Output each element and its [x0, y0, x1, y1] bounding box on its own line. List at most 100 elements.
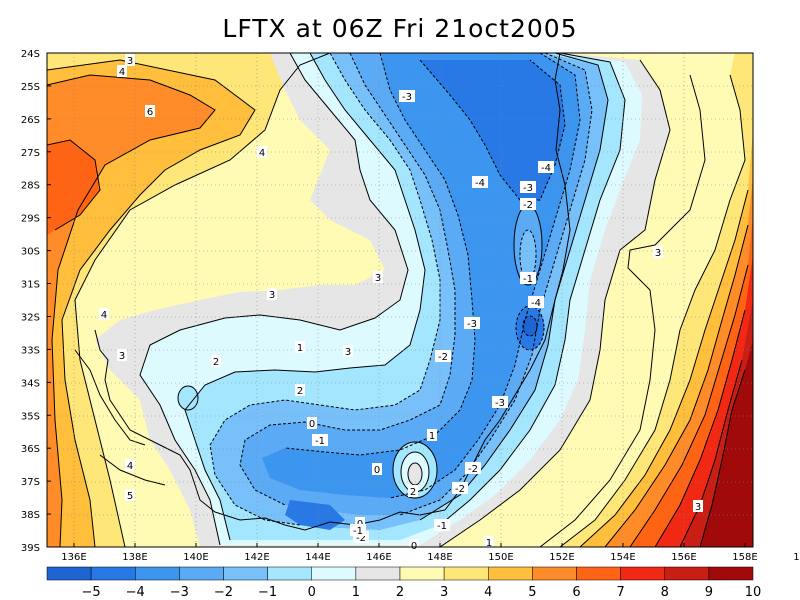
contour-label-box	[117, 349, 127, 361]
contour-label: -1	[437, 521, 447, 532]
contour-label: 2	[297, 386, 303, 397]
colorbar-swatch	[179, 566, 224, 581]
contour-label-box	[350, 524, 366, 536]
colorbar-label: 6	[572, 585, 580, 600]
contour-label: 3	[655, 248, 661, 259]
contour-label-box	[409, 539, 419, 551]
contour-label: -2	[523, 200, 533, 211]
contour-label-box	[452, 482, 468, 494]
contour-label: 0	[374, 465, 380, 476]
contour-label: 5	[127, 491, 133, 502]
contour-label-box	[408, 485, 418, 497]
contour-label-box	[211, 355, 221, 367]
lat-label: 34S	[21, 378, 40, 389]
lat-label: 35S	[21, 411, 40, 422]
contour-label: 4	[119, 67, 125, 78]
lon-label: 158E	[732, 552, 757, 563]
colorbar-swatch	[488, 566, 533, 581]
contour-label: 3	[695, 502, 701, 513]
contour-label-box	[125, 489, 135, 501]
lon-label: 142E	[244, 552, 269, 563]
contour-label-box	[372, 463, 382, 475]
contour-label: -4	[541, 163, 551, 174]
contour-label-box	[492, 396, 508, 408]
lon-label: 140E	[183, 552, 208, 563]
lat-label: 28S	[21, 181, 40, 192]
contour-label-box	[693, 500, 703, 512]
field-m4tom3	[420, 60, 565, 200]
colorbar-label: 9	[705, 585, 713, 600]
contour-label: 4	[259, 148, 265, 159]
contour-label: 1	[429, 431, 435, 442]
contour-label-box	[257, 146, 267, 158]
lat-label: 36S	[21, 444, 40, 455]
contour-label: 3	[345, 347, 351, 358]
colorbar-label: 0	[308, 585, 316, 600]
lon-label: 146E	[366, 552, 391, 563]
contour-label: 2	[410, 487, 416, 498]
colorbar-swatch	[267, 566, 312, 581]
contour-label-box	[399, 90, 415, 102]
colorbar-label: −2	[214, 585, 233, 600]
contour-label: 6	[147, 107, 153, 118]
contour-label-box	[295, 384, 305, 396]
contour-label-box	[125, 459, 135, 471]
colorbar-swatch	[620, 566, 665, 581]
contour-label-box	[520, 272, 536, 284]
colorbar-label: 7	[616, 585, 624, 600]
contour-label-box	[343, 345, 353, 357]
lon-label: 154E	[610, 552, 635, 563]
contour-label-box	[99, 308, 109, 320]
contour-label-box	[538, 161, 554, 173]
contour-label: 3	[127, 56, 133, 67]
contour-label-box	[117, 65, 127, 77]
contour-label-box	[145, 105, 155, 117]
lon-label: 148E	[427, 552, 452, 563]
contour-label: -1	[523, 274, 533, 285]
contour-label: 3	[375, 273, 381, 284]
field-east-10plus	[700, 340, 753, 547]
colorbar-swatch	[443, 566, 489, 581]
contour-label-box	[355, 517, 365, 529]
map-frame	[46, 52, 754, 548]
colorbar-swatch	[311, 566, 357, 581]
contour-label: 2	[213, 357, 219, 368]
lon-label: 160E	[793, 552, 800, 563]
lat-label: 39S	[21, 543, 40, 554]
colorbar-swatch	[532, 566, 577, 581]
contour-label-box	[373, 271, 383, 283]
colorbar-swatch	[135, 566, 180, 581]
contour-label: 1	[297, 343, 303, 354]
contour-label-box	[307, 417, 317, 429]
contour-label-box	[465, 462, 481, 474]
colorbar-label: −4	[126, 585, 145, 600]
lon-label: 150E	[488, 552, 513, 563]
lat-label: 26S	[21, 115, 40, 126]
colorbar-label: 10	[745, 585, 762, 600]
contour-label: -3	[402, 92, 412, 103]
map-title: LFTX at 06Z Fri 21oct2005	[222, 14, 578, 43]
colorbar-swatch	[46, 566, 92, 581]
colorbar-swatch	[576, 566, 621, 581]
colorbar-swatch	[355, 566, 401, 581]
contour-label: -1	[315, 436, 325, 447]
longitude-axis: 136E 138E 140E 142E 144E 146E 148E 150E 152E 154E…	[61, 543, 800, 563]
colorbar-label: 4	[484, 585, 492, 600]
lat-label: 37S	[21, 477, 40, 488]
contour-label: -2	[455, 484, 465, 495]
colorbar-label: −3	[170, 585, 189, 600]
lat-label: 30S	[21, 247, 40, 258]
lat-label: 31S	[21, 280, 40, 291]
contour-label-box	[427, 429, 437, 441]
colorbar: −5 −4 −3 −2 −1 0 1 2 3 4 5 6 7 8 9 10	[46, 566, 762, 600]
colorbar-label: 2	[396, 585, 404, 600]
contour-label-box	[434, 519, 450, 531]
contour-label: -3	[523, 183, 533, 194]
contour-label-box	[464, 317, 480, 329]
colorbar-label: −1	[258, 585, 277, 600]
contour-label-box	[520, 198, 536, 210]
contour-label-box	[125, 54, 135, 66]
contour-label: -2	[468, 464, 478, 475]
lon-label: 136E	[61, 552, 86, 563]
